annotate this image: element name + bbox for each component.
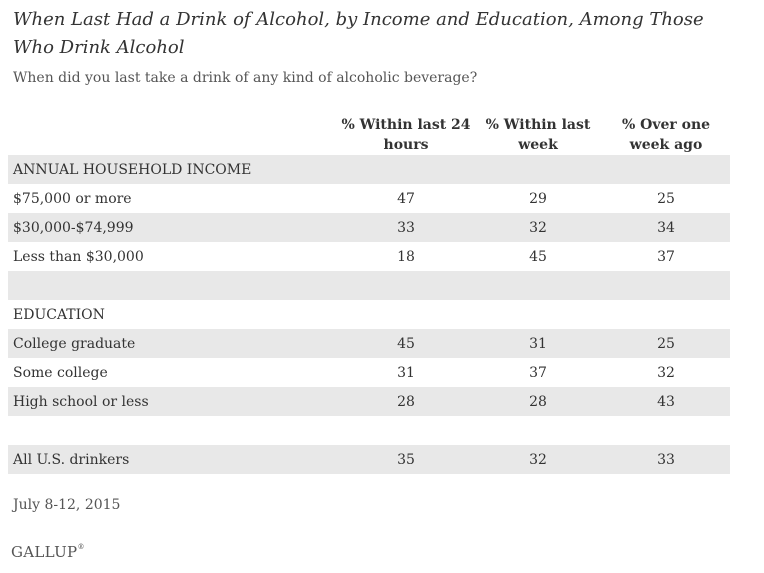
chart-title: When Last Had a Drink of Alcohol, by Inc…: [13, 9, 704, 58]
row-label: $75,000 or more: [13, 190, 132, 207]
row-label: College graduate: [8, 329, 338, 358]
survey-date: July 8-12, 2015: [13, 497, 121, 513]
trademark-mark: ®: [77, 543, 85, 551]
section-heading-row: ANNUAL HOUSEHOLD INCOME: [8, 155, 730, 184]
cell-value: 32: [474, 213, 602, 242]
row-label: $30,000-$74,999: [8, 213, 338, 242]
table-row: High school or less 28 28 43: [8, 387, 730, 416]
spacer-cell: [8, 416, 730, 445]
data-table: % Within last 24 hours % Within last wee…: [8, 107, 730, 474]
row-label: Some college: [13, 364, 108, 381]
cell-value: 45: [529, 248, 547, 265]
cell-value: 31: [397, 364, 415, 381]
header-label-cell: [8, 107, 338, 155]
table-row: College graduate 45 31 25: [8, 329, 730, 358]
column-header: % Within last week: [485, 117, 591, 153]
cell-value: 47: [397, 190, 415, 207]
table-row: Less than $30,000 18 45 37: [8, 242, 730, 271]
row-label: Less than $30,000: [13, 248, 144, 265]
column-header: % Within last 24 hours: [341, 117, 471, 153]
table-row: Some college 31 37 32: [8, 358, 730, 387]
cell-value: 18: [397, 248, 415, 265]
table-row: $75,000 or more 47 29 25: [8, 184, 730, 213]
cell-value: 33: [602, 445, 730, 474]
cell-value: 25: [602, 329, 730, 358]
cell-value: 33: [338, 213, 474, 242]
spacer-row: [8, 271, 730, 300]
row-label: All U.S. drinkers: [8, 445, 338, 474]
row-label: High school or less: [8, 387, 338, 416]
cell-value: 28: [338, 387, 474, 416]
cell-value: 37: [657, 248, 675, 265]
gallup-logo: GALLUP®: [11, 543, 85, 561]
column-header: % Over one week ago: [621, 117, 711, 153]
spacer-row: [8, 416, 730, 445]
cell-value: 35: [338, 445, 474, 474]
section-heading-row: EDUCATION: [8, 300, 730, 329]
cell-value: 43: [602, 387, 730, 416]
cell-value: 25: [657, 190, 675, 207]
chart-subtitle: When did you last take a drink of any ki…: [13, 70, 478, 86]
section-heading: ANNUAL HOUSEHOLD INCOME: [8, 155, 730, 184]
gallup-logo-text: GALLUP: [11, 543, 78, 561]
cell-value: 32: [474, 445, 602, 474]
cell-value: 32: [657, 364, 675, 381]
cell-value: 34: [602, 213, 730, 242]
spacer-cell: [8, 271, 730, 300]
cell-value: 45: [338, 329, 474, 358]
cell-value: 29: [529, 190, 547, 207]
table-row: $30,000-$74,999 33 32 34: [8, 213, 730, 242]
cell-value: 28: [474, 387, 602, 416]
total-row: All U.S. drinkers 35 32 33: [8, 445, 730, 474]
section-heading: EDUCATION: [13, 306, 105, 323]
cell-value: 37: [529, 364, 547, 381]
cell-value: 31: [474, 329, 602, 358]
header-row: % Within last 24 hours % Within last wee…: [8, 107, 730, 155]
